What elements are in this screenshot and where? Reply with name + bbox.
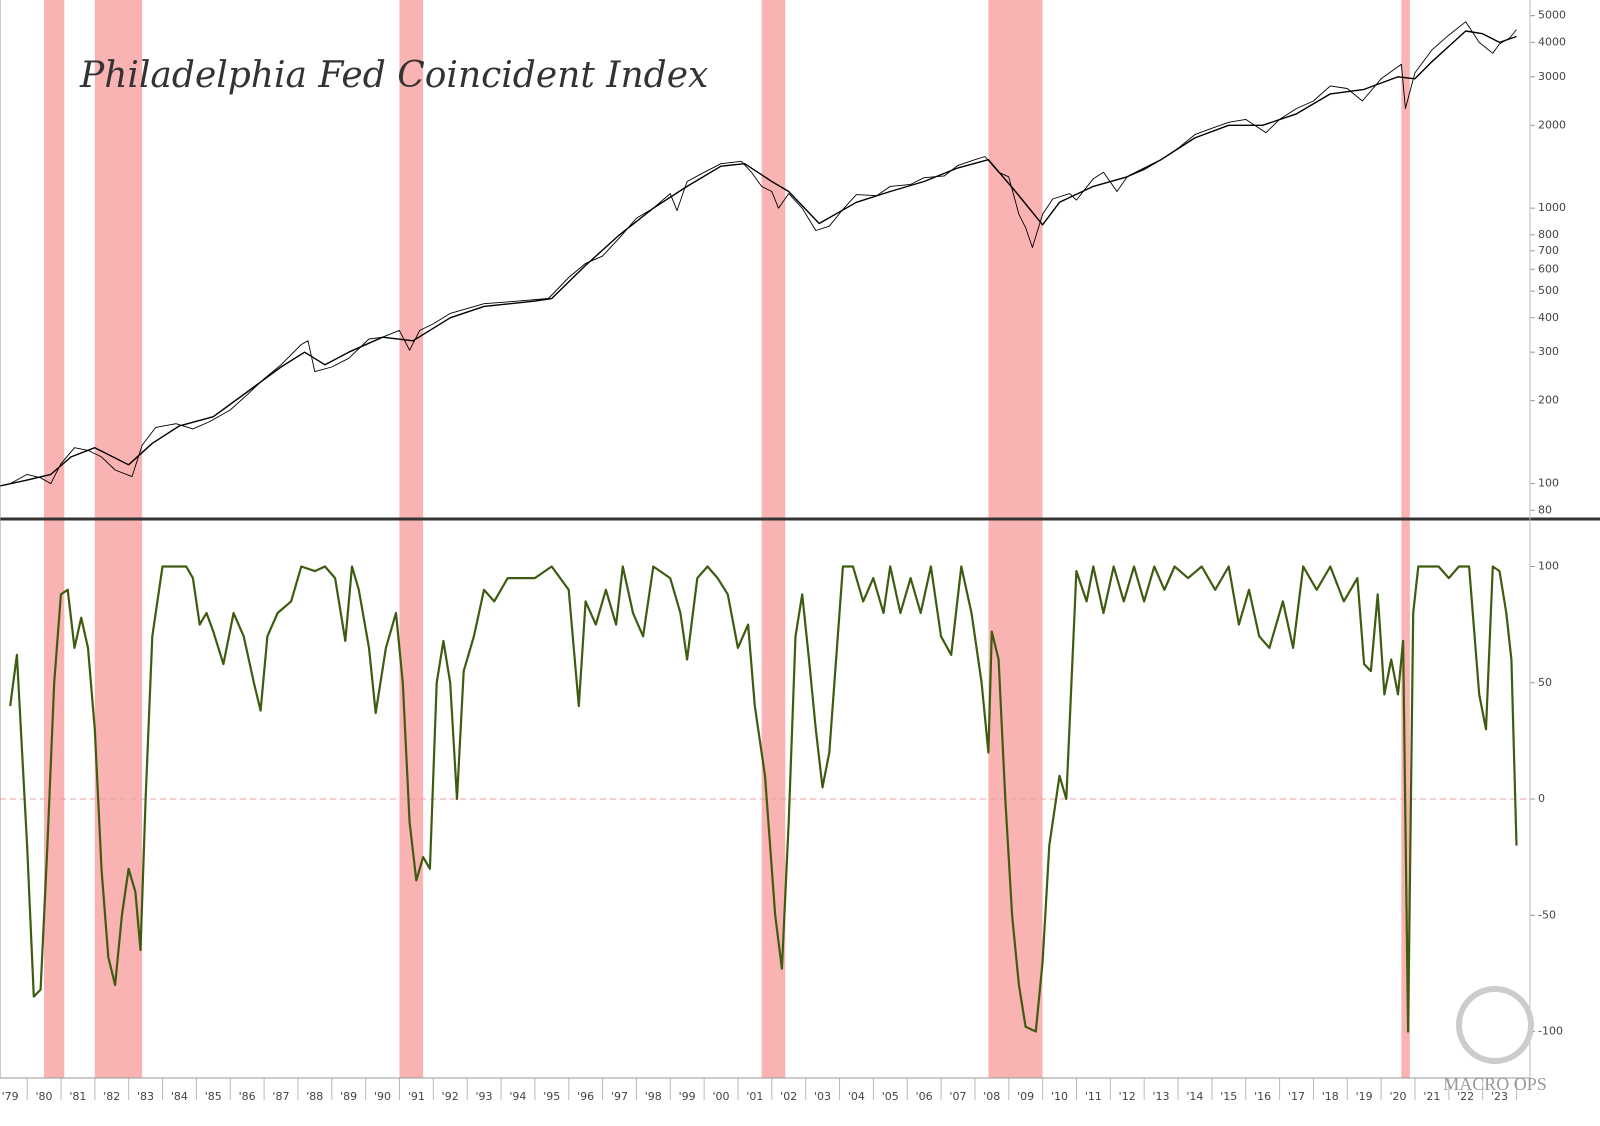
- y-tick-label: 1000: [1538, 201, 1566, 214]
- recession-band: [988, 0, 1043, 518]
- x-tick-label: '93: [476, 1090, 493, 1103]
- x-tick-label: '18: [1322, 1090, 1339, 1103]
- x-tick-label: '84: [171, 1090, 188, 1103]
- y-tick-label: 4000: [1538, 35, 1566, 48]
- chart-title: Philadelphia Fed Coincident Index: [79, 55, 708, 96]
- watermark: MACRO OPS: [1443, 1074, 1547, 1094]
- x-tick-label: '15: [1220, 1090, 1237, 1103]
- y-tick-label: 50: [1538, 676, 1552, 689]
- y-tick-label: 500: [1538, 284, 1559, 297]
- y-tick-label: 800: [1538, 228, 1559, 241]
- x-tick-label: '99: [679, 1090, 696, 1103]
- y-tick-label: 300: [1538, 345, 1559, 358]
- x-tick-label: '87: [272, 1090, 289, 1103]
- x-tick-label: '97: [611, 1090, 628, 1103]
- x-tick-label: '04: [848, 1090, 865, 1103]
- x-tick-label: '96: [577, 1090, 594, 1103]
- x-tick-label: '09: [1017, 1090, 1034, 1103]
- x-tick-label: '10: [1051, 1090, 1068, 1103]
- x-tick-label: '92: [442, 1090, 459, 1103]
- x-tick-label: '89: [340, 1090, 357, 1103]
- x-tick-label: '23: [1491, 1090, 1508, 1103]
- x-tick-label: '85: [205, 1090, 222, 1103]
- series-line: [0, 30, 1517, 487]
- recession-band: [44, 0, 65, 518]
- x-tick-label: '88: [306, 1090, 323, 1103]
- y-tick-label: 80: [1538, 503, 1552, 516]
- x-tick-label: '05: [882, 1090, 899, 1103]
- watermark-logo: [1456, 986, 1534, 1064]
- x-tick-label: '98: [645, 1090, 662, 1103]
- y-tick-label: 0: [1538, 792, 1545, 805]
- recession-band: [94, 0, 143, 518]
- x-tick-label: '16: [1254, 1090, 1271, 1103]
- recession-band: [1401, 0, 1410, 518]
- series-line: [9, 565, 1518, 1033]
- x-tick-label: '14: [1186, 1090, 1203, 1103]
- main-layer: 8010020030040050060070080010002000300040…: [0, 9, 1566, 1103]
- series-line: [0, 21, 1517, 487]
- y-tick-label: -50: [1538, 908, 1556, 921]
- x-tick-label: '02: [780, 1090, 797, 1103]
- x-tick-label: '06: [916, 1090, 933, 1103]
- x-tick-label: '90: [374, 1090, 391, 1103]
- x-tick-label: '79: [2, 1090, 19, 1103]
- x-tick-label: '83: [137, 1090, 154, 1103]
- x-tick-label: '00: [712, 1090, 729, 1103]
- y-tick-label: 400: [1538, 311, 1559, 324]
- x-tick-label: '11: [1085, 1090, 1102, 1103]
- x-tick-label: '91: [408, 1090, 425, 1103]
- x-tick-label: '94: [509, 1090, 526, 1103]
- y-tick-label: 200: [1538, 394, 1559, 407]
- y-tick-label: 100: [1538, 477, 1559, 490]
- x-tick-label: '86: [239, 1090, 256, 1103]
- x-tick-label: '12: [1119, 1090, 1136, 1103]
- y-tick-label: -100: [1538, 1025, 1563, 1038]
- x-tick-label: '21: [1423, 1090, 1440, 1103]
- x-tick-label: '03: [814, 1090, 831, 1103]
- y-tick-label: 600: [1538, 262, 1559, 275]
- recession-band: [761, 0, 786, 518]
- y-tick-label: 3000: [1538, 70, 1566, 83]
- x-tick-label: '82: [103, 1090, 120, 1103]
- x-tick-label: '95: [543, 1090, 560, 1103]
- x-tick-label: '13: [1153, 1090, 1170, 1103]
- x-tick-label: '20: [1389, 1090, 1406, 1103]
- x-tick-label: '07: [949, 1090, 966, 1103]
- y-tick-label: 100: [1538, 560, 1559, 573]
- x-tick-label: '08: [983, 1090, 1000, 1103]
- x-tick-label: '01: [746, 1090, 763, 1103]
- x-tick-label: '17: [1288, 1090, 1305, 1103]
- x-tick-label: '80: [35, 1090, 52, 1103]
- y-tick-label: 5000: [1538, 9, 1566, 22]
- y-tick-label: 700: [1538, 244, 1559, 257]
- x-tick-label: '22: [1457, 1090, 1474, 1103]
- y-tick-label: 2000: [1538, 118, 1566, 131]
- x-tick-label: '19: [1356, 1090, 1373, 1103]
- recession-band: [399, 0, 424, 518]
- x-tick-label: '81: [69, 1090, 86, 1103]
